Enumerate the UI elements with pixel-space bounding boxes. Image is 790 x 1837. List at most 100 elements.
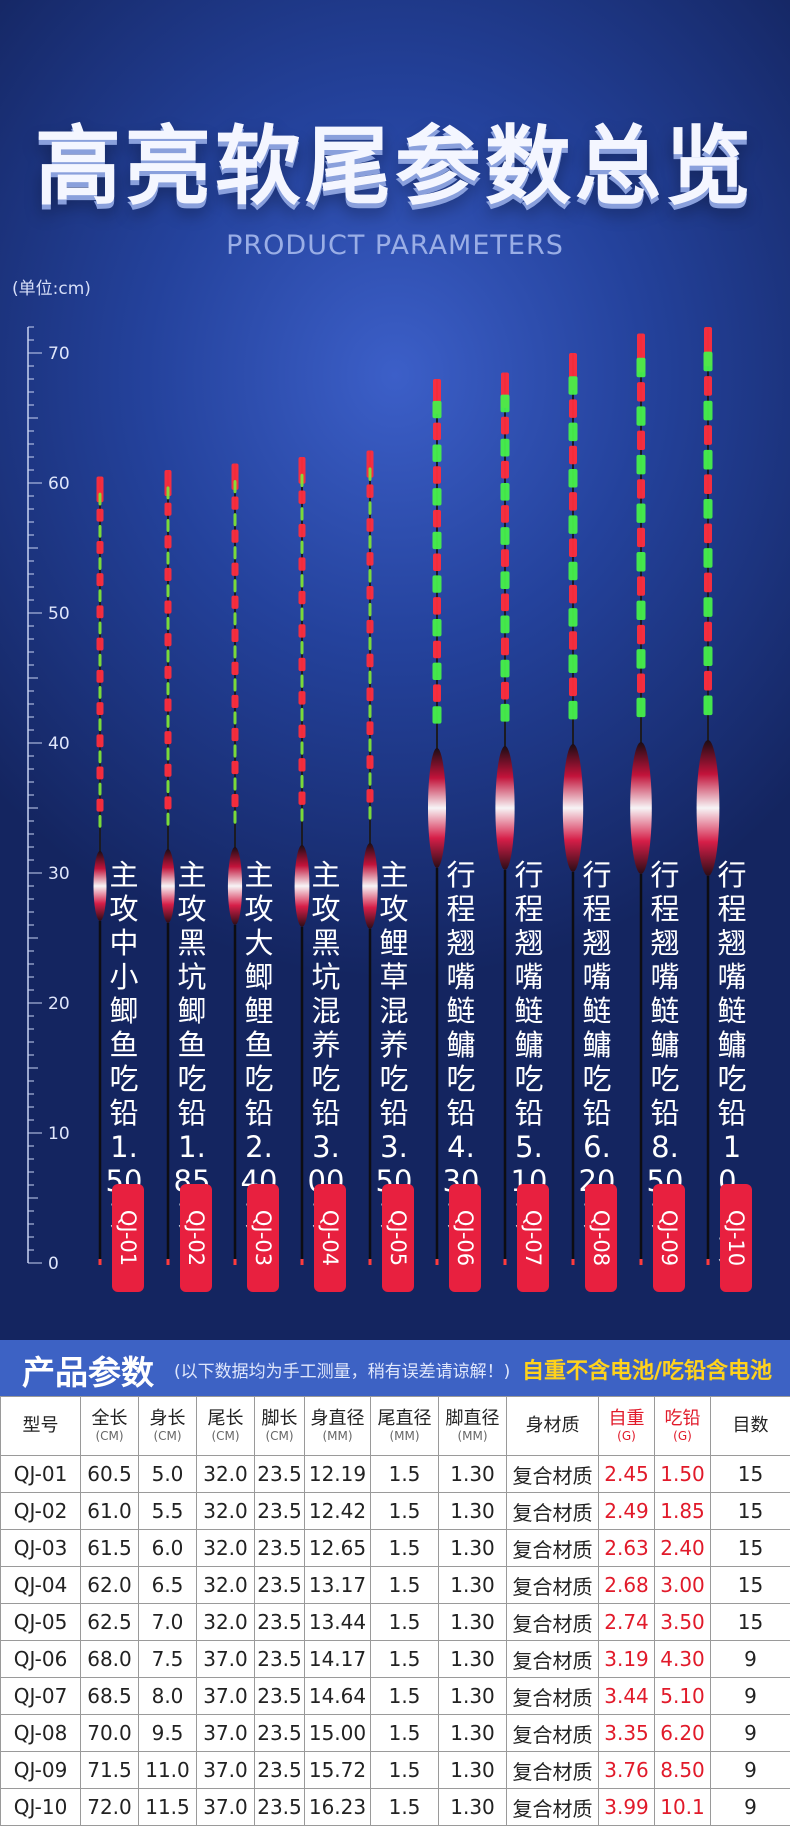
float-tail-segment xyxy=(298,590,306,605)
float-tail-segment xyxy=(231,793,239,808)
header-label: 脚直径 xyxy=(445,1408,500,1429)
table-cell: 1.5 xyxy=(370,1455,439,1493)
model-badge-label: QJ-01 xyxy=(116,1209,140,1267)
float-tail-segment xyxy=(300,674,304,688)
float-tail-segment xyxy=(368,501,372,515)
table-cell: 9 xyxy=(710,1677,790,1715)
table-cell: 5.0 xyxy=(138,1455,197,1493)
float-tail-segment xyxy=(300,540,304,555)
float-tail-segment xyxy=(231,661,239,675)
float-tail-segment xyxy=(433,640,441,659)
float-tail-segment xyxy=(231,463,239,490)
float-tail-segment xyxy=(233,711,237,725)
table-cell: 23.5 xyxy=(254,1714,305,1752)
float-tail-segment xyxy=(569,677,577,697)
table-cell: 复合材质 xyxy=(506,1640,599,1678)
table-row: QJ-01 60.5 5.0 32.0 23.5 12.19 1.5 1.30 复合材质 2.45… xyxy=(0,1455,790,1493)
params-header: 产品参数 (以下数据均为手工测量，稍有误差请谅解！) 自重不含电池/吃铅含电池 xyxy=(0,1340,790,1396)
float-tail-segment xyxy=(96,476,104,503)
model-badge-label: QJ-02 xyxy=(184,1209,208,1267)
float-tail-segment xyxy=(298,758,306,772)
table-cell: 68.5 xyxy=(80,1677,139,1715)
float-tail-segment xyxy=(368,704,372,719)
params-title: 产品参数 xyxy=(22,1353,154,1392)
table-cell: 15 xyxy=(710,1529,790,1567)
model-badge-label: QJ-07 xyxy=(521,1209,545,1267)
table-cell: QJ-04 xyxy=(0,1566,81,1604)
table-cell: 1.30 xyxy=(438,1677,507,1715)
float-tail-segment xyxy=(96,798,104,812)
float-tail-segment xyxy=(703,695,713,716)
table-cell: 2.45 xyxy=(598,1455,655,1493)
float-label: 主攻大鲫鲤鱼吃铅2.40克 xyxy=(240,858,278,1232)
table-cell: 3.44 xyxy=(598,1677,655,1715)
model-badge-label: QJ-08 xyxy=(589,1209,613,1267)
float-tail-segment xyxy=(636,552,646,572)
float-tail-segment xyxy=(433,422,441,441)
table-cell: 32.0 xyxy=(196,1492,255,1530)
float-tail-segment xyxy=(569,399,577,418)
float-tail-segment xyxy=(164,600,172,614)
table-cell: 5.10 xyxy=(654,1677,711,1715)
table-cell: 2.49 xyxy=(598,1492,655,1530)
model-badge: QJ-06 xyxy=(449,1184,481,1292)
float-tail-segment xyxy=(300,774,304,789)
float-tail-segment xyxy=(233,744,237,758)
table-header-cell: 自重 (G) xyxy=(598,1396,655,1456)
table-cell: QJ-07 xyxy=(0,1677,81,1715)
header-unit: (MM) xyxy=(322,1429,353,1443)
table-row: QJ-10 72.0 11.5 37.0 23.5 16.23 1.5 1.30 复合材质 3.9… xyxy=(0,1788,790,1826)
float-tail-segment xyxy=(637,624,645,645)
float-tail-segment xyxy=(703,548,713,568)
float-tail-segment xyxy=(501,681,509,700)
table-cell: 1.5 xyxy=(370,1714,439,1752)
float-tail-segment xyxy=(300,574,304,588)
table-row: QJ-07 68.5 8.0 37.0 23.5 14.64 1.5 1.30 复合材质 3.44… xyxy=(0,1677,790,1715)
table-cell: 32.0 xyxy=(196,1529,255,1567)
model-badge: QJ-09 xyxy=(653,1184,685,1292)
float-label: 主攻黑坑混养吃铅3.00克 xyxy=(307,858,345,1232)
float-tail-segment xyxy=(636,454,646,475)
float-tail-segment xyxy=(233,645,237,659)
float-tail-segment xyxy=(300,473,304,488)
table-cell: 15 xyxy=(710,1492,790,1530)
table-cell: 复合材质 xyxy=(506,1788,599,1826)
float-tail-segment xyxy=(96,605,104,619)
table-cell: 62.0 xyxy=(80,1566,139,1604)
table-cell: 5.5 xyxy=(138,1492,197,1530)
table-cell: 37.0 xyxy=(196,1751,255,1789)
table-cell: QJ-03 xyxy=(0,1529,81,1567)
table-header-cell: 身直径 (MM) xyxy=(304,1396,371,1456)
float-tail-segment xyxy=(166,682,170,696)
float-tail-segment xyxy=(703,449,713,470)
float-tail-segment xyxy=(231,727,239,742)
table-cell: 13.17 xyxy=(304,1566,371,1604)
header-label: 尾长 xyxy=(207,1408,244,1429)
float-tail-segment xyxy=(432,488,442,506)
table-cell: 23.5 xyxy=(254,1788,305,1826)
float-tail-segment xyxy=(164,535,172,549)
float-tail-segment xyxy=(637,673,645,693)
float-tail-segment xyxy=(298,490,306,504)
float-tail-segment xyxy=(366,585,374,600)
table-header-cell: 脚直径 (MM) xyxy=(438,1396,507,1456)
table-cell: 7.0 xyxy=(138,1603,197,1641)
float-tail-segment xyxy=(98,718,102,732)
float-tail-segment xyxy=(96,637,104,651)
table-cell: 23.5 xyxy=(254,1492,305,1530)
table-header-cell: 身长 (CM) xyxy=(138,1396,197,1456)
float-label: 主攻黑坑鲫鱼吃铅1.85克 xyxy=(173,858,211,1232)
ruler-tick-label: 60 xyxy=(48,474,70,494)
float-tail-segment xyxy=(233,678,237,692)
float-tail-segment xyxy=(164,633,172,647)
table-cell: 3.19 xyxy=(598,1640,655,1678)
table-cell: 14.64 xyxy=(304,1677,371,1715)
float-tail-segment xyxy=(96,573,104,587)
float-tail-segment xyxy=(501,549,509,567)
table-cell: 12.19 xyxy=(304,1455,371,1493)
float-tail-segment xyxy=(231,496,239,510)
float-tail-segment xyxy=(298,724,306,739)
float-tail-segment xyxy=(300,741,304,755)
table-cell: 1.30 xyxy=(438,1492,507,1530)
table-cell: 复合材质 xyxy=(506,1529,599,1567)
